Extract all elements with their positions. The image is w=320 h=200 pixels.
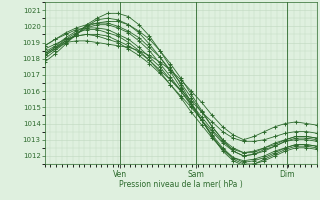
X-axis label: Pression niveau de la mer( hPa ): Pression niveau de la mer( hPa )	[119, 180, 243, 189]
